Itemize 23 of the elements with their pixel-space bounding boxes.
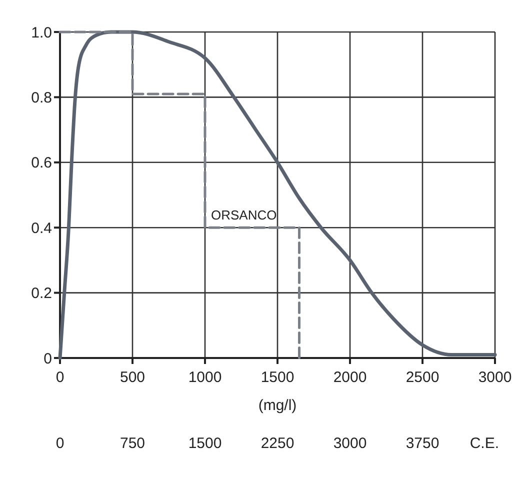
x2-tick-label: 750	[120, 435, 146, 452]
y-tick-label: 0.4	[31, 220, 52, 237]
x-tick-label: 500	[120, 369, 146, 386]
x2-tick-label: 3000	[333, 435, 367, 452]
x2-tick-label: 1500	[188, 435, 222, 452]
y-tick-label: 1.0	[31, 24, 52, 42]
y-tick-label: 0	[44, 350, 52, 368]
x2-tick-label: 3750	[406, 435, 440, 452]
x-axis-title: (mg/l)	[258, 397, 297, 414]
x-tick-label: 1500	[260, 369, 294, 386]
x-tick-label: 2500	[406, 369, 440, 386]
x-tick-label: 1000	[188, 369, 222, 386]
y-tick-label: 0.2	[31, 285, 52, 302]
y-tick-label: 0.8	[31, 89, 52, 106]
x-tick-label: 0	[56, 369, 64, 386]
x2-tick-label: 2250	[260, 435, 294, 452]
x-tick-label: 3000	[478, 369, 512, 386]
x2-tick-label: 0	[56, 435, 64, 452]
annotation: ORSANCO	[211, 208, 277, 223]
line-series	[58, 30, 497, 360]
x-tick-label: 2000	[333, 369, 367, 386]
y-tick-label: 0.6	[31, 154, 52, 172]
x2-axis-title: C.E.	[470, 435, 499, 452]
